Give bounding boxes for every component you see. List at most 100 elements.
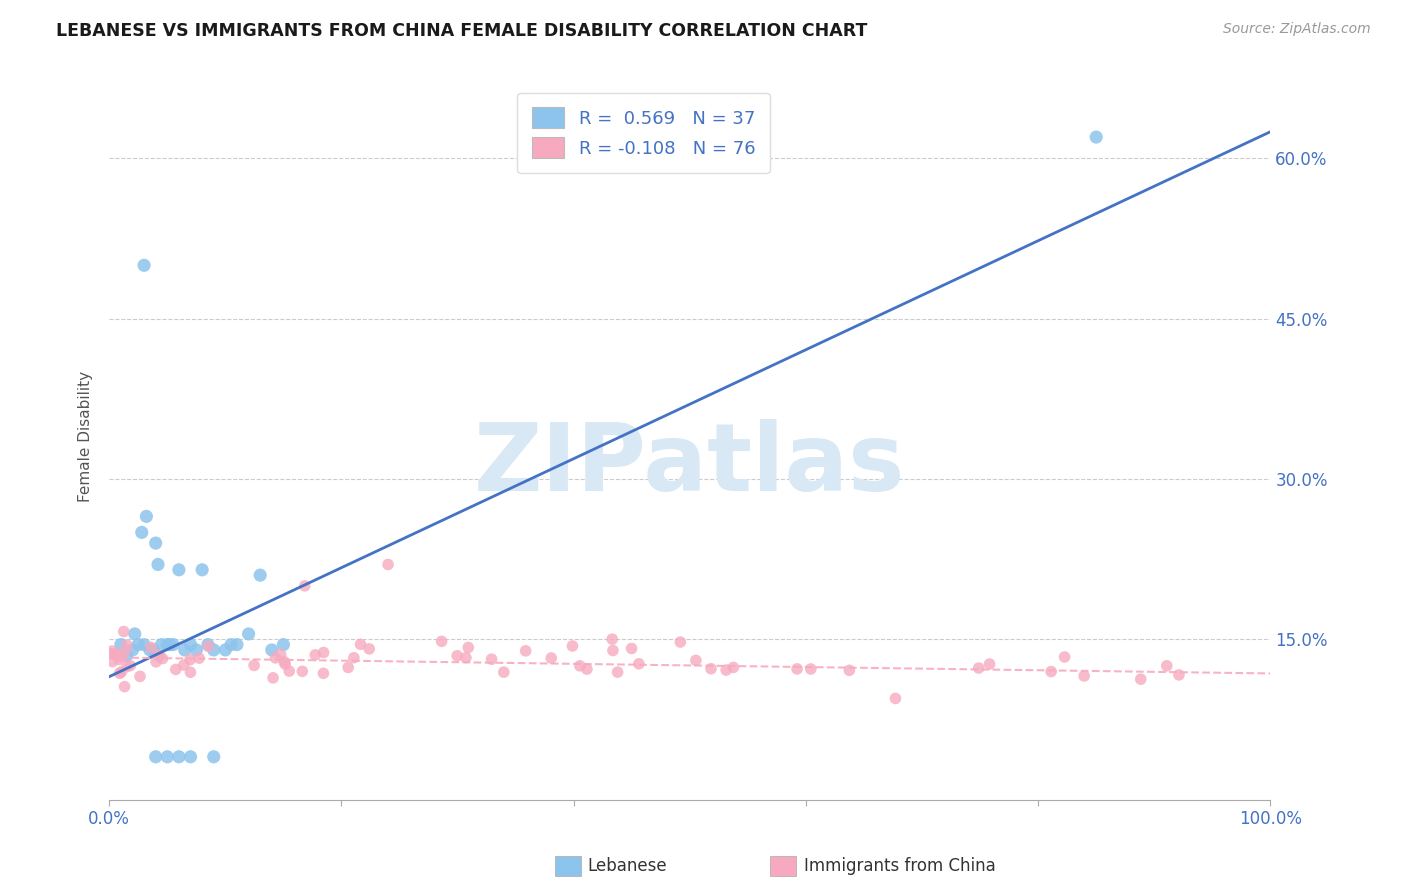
Point [110, 638, 132, 652]
Point [270, 648, 292, 662]
Point [540, 651, 562, 665]
Point [337, 660, 360, 674]
Point [343, 650, 366, 665]
Point [457, 640, 479, 655]
Point [180, 749, 202, 764]
Text: Source: ZipAtlas.com: Source: ZipAtlas.com [1223, 22, 1371, 37]
Point [108, 666, 131, 681]
Point [1168, 668, 1191, 682]
Point [430, 634, 453, 648]
Point [114, 644, 136, 658]
Point [312, 666, 335, 681]
Point [152, 651, 174, 665]
Y-axis label: Female Disability: Female Disability [79, 371, 93, 502]
Point [115, 638, 138, 652]
Point [173, 658, 195, 673]
Point [148, 648, 170, 663]
Point [132, 638, 155, 652]
Point [602, 643, 624, 657]
Point [101, 644, 124, 658]
Point [1053, 650, 1076, 665]
Point [492, 665, 515, 680]
Point [132, 258, 155, 272]
Point [145, 536, 167, 550]
Point [115, 648, 138, 663]
Point [291, 665, 314, 679]
Text: Immigrants from China: Immigrants from China [804, 857, 995, 875]
Point [139, 640, 162, 655]
Point [135, 509, 157, 524]
Point [100, 647, 122, 661]
Point [312, 646, 335, 660]
Point [188, 651, 211, 665]
Point [1040, 665, 1063, 679]
Text: LEBANESE VS IMMIGRANTS FROM CHINA FEMALE DISABILITY CORRELATION CHART: LEBANESE VS IMMIGRANTS FROM CHINA FEMALE… [56, 22, 868, 40]
Point [162, 638, 184, 652]
Point [173, 643, 195, 657]
Point [179, 653, 201, 667]
Point [273, 655, 295, 669]
Point [561, 639, 583, 653]
Point [262, 671, 284, 685]
Point [114, 680, 136, 694]
Point [264, 651, 287, 665]
Point [377, 558, 399, 572]
Point [515, 644, 537, 658]
Point [800, 662, 823, 676]
Point [186, 643, 208, 657]
Point [454, 650, 477, 665]
Point [165, 662, 187, 676]
Point [620, 641, 643, 656]
Point [197, 638, 219, 652]
Point [139, 643, 162, 657]
Point [179, 665, 201, 680]
Point [115, 659, 138, 673]
Point [112, 624, 135, 639]
Point [786, 662, 808, 676]
Point [110, 665, 132, 679]
Point [108, 652, 131, 666]
Point [669, 635, 692, 649]
Point [1156, 658, 1178, 673]
Point [167, 563, 190, 577]
Point [129, 669, 152, 683]
Point [156, 638, 179, 652]
Point [202, 749, 225, 764]
Point [685, 653, 707, 667]
Point [273, 638, 295, 652]
Point [1085, 130, 1108, 145]
Point [197, 640, 219, 654]
Text: Lebanese: Lebanese [588, 857, 668, 875]
Point [568, 658, 591, 673]
Point [606, 665, 628, 680]
Point [359, 641, 381, 656]
Point [226, 638, 249, 652]
Point [124, 627, 146, 641]
Point [214, 643, 236, 657]
Point [146, 558, 169, 572]
Point [159, 638, 181, 652]
Point [243, 658, 266, 673]
Point [294, 579, 316, 593]
Point [446, 648, 468, 663]
Point [104, 647, 127, 661]
Point [838, 663, 860, 677]
Point [150, 638, 173, 652]
Point [167, 749, 190, 764]
Point [219, 638, 242, 652]
Point [180, 638, 202, 652]
Point [575, 662, 598, 676]
Point [145, 749, 167, 764]
Point [600, 632, 623, 647]
Point [1073, 669, 1095, 683]
Point [148, 648, 170, 663]
Point [349, 637, 371, 651]
Text: ZIPatlas: ZIPatlas [474, 419, 905, 511]
Point [260, 643, 283, 657]
Point [127, 638, 149, 652]
Point [714, 663, 737, 677]
Point [481, 652, 503, 666]
Point [967, 661, 990, 675]
Point [627, 657, 650, 671]
Point [120, 658, 142, 673]
